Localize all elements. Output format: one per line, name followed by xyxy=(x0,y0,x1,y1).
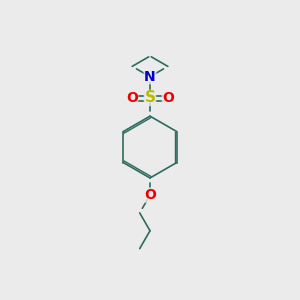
Text: N: N xyxy=(144,70,156,84)
Text: S: S xyxy=(145,90,155,105)
Text: O: O xyxy=(126,91,138,105)
Text: O: O xyxy=(144,188,156,202)
Text: O: O xyxy=(162,91,174,105)
